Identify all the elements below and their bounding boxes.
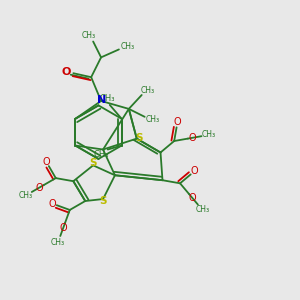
Text: CH₃: CH₃ xyxy=(93,150,109,159)
Text: CH₃: CH₃ xyxy=(99,94,115,103)
Text: CH₃: CH₃ xyxy=(121,42,135,51)
Text: O: O xyxy=(62,67,71,77)
Text: S: S xyxy=(135,133,142,142)
Text: CH₃: CH₃ xyxy=(82,31,96,40)
Text: O: O xyxy=(59,223,67,232)
Text: O: O xyxy=(188,193,196,203)
Text: CH₃: CH₃ xyxy=(201,130,215,140)
Text: O: O xyxy=(191,166,198,176)
Text: CH₃: CH₃ xyxy=(146,115,160,124)
Text: O: O xyxy=(174,118,181,128)
Text: CH₃: CH₃ xyxy=(51,238,65,247)
Text: O: O xyxy=(43,157,50,167)
Text: CH₃: CH₃ xyxy=(195,206,209,214)
Text: O: O xyxy=(189,133,196,143)
Text: S: S xyxy=(89,158,97,168)
Text: O: O xyxy=(36,182,43,193)
Text: CH₃: CH₃ xyxy=(19,191,33,200)
Text: S: S xyxy=(99,196,107,206)
Text: O: O xyxy=(48,199,56,208)
Text: CH₃: CH₃ xyxy=(141,85,155,94)
Text: N: N xyxy=(98,95,107,105)
